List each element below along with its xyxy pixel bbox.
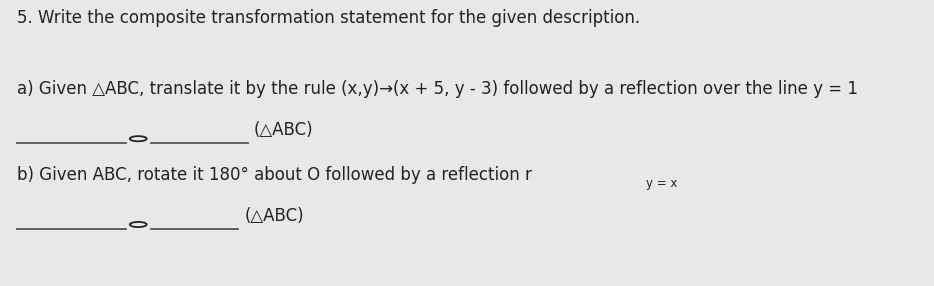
Text: (△ABC): (△ABC)	[245, 206, 304, 225]
Text: (△ABC): (△ABC)	[254, 121, 314, 139]
Text: y = x: y = x	[646, 177, 678, 190]
Text: a) Given △ABC, translate it by the rule (x,y)→(x + 5, y - 3) followed by a refle: a) Given △ABC, translate it by the rule …	[17, 80, 857, 98]
Text: 5. Write the composite transformation statement for the given description.: 5. Write the composite transformation st…	[17, 9, 640, 27]
Text: b) Given ABC, rotate it 180° about O followed by a reflection r: b) Given ABC, rotate it 180° about O fol…	[17, 166, 531, 184]
